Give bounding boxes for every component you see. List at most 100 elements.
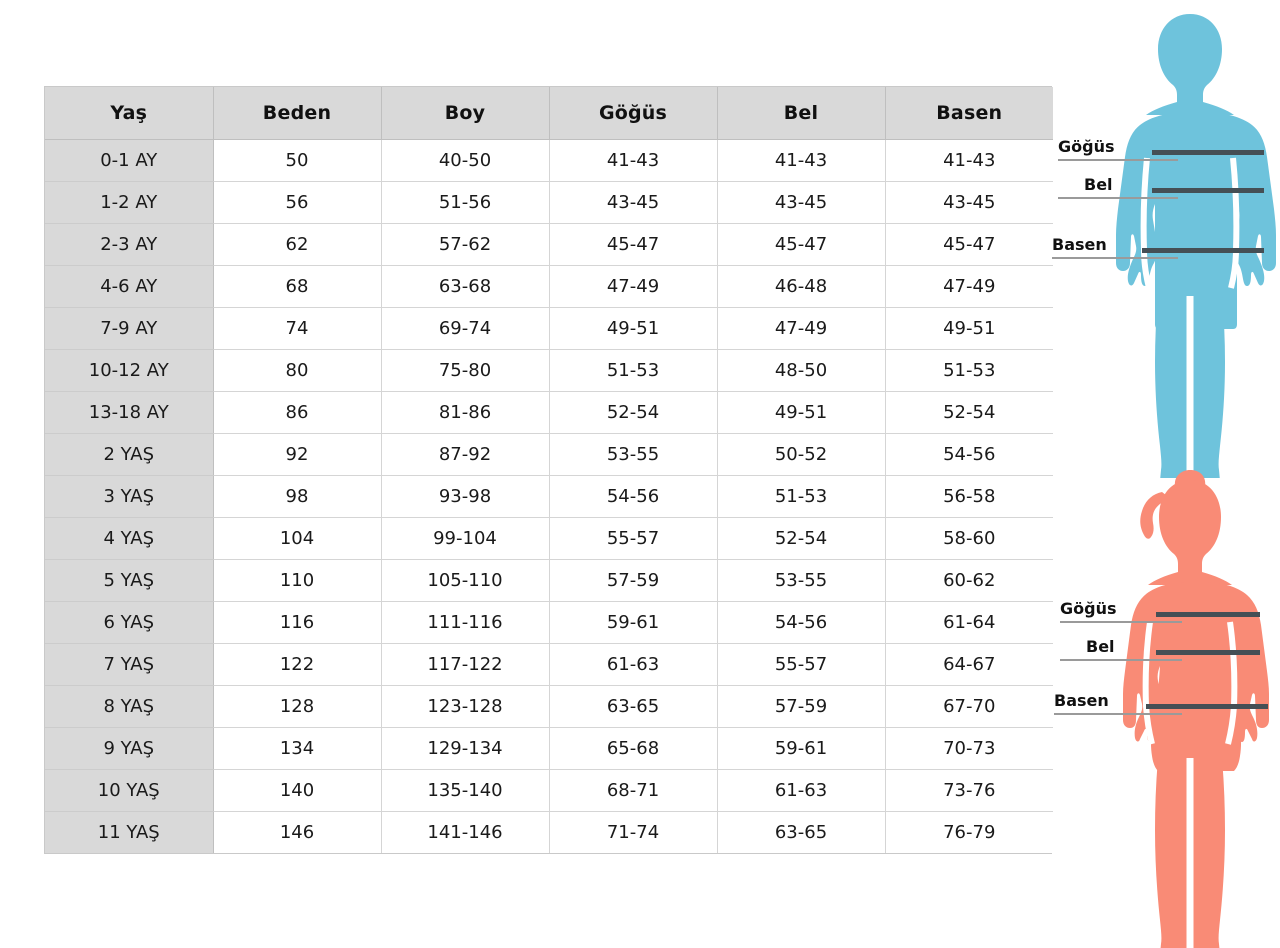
cell-age: 0-1 AY bbox=[45, 139, 214, 182]
cell-size: 92 bbox=[213, 433, 382, 476]
cell-chest: 49-51 bbox=[549, 307, 718, 350]
cell-waist: 41-43 bbox=[717, 139, 886, 182]
cell-size: 104 bbox=[213, 517, 382, 560]
cell-hip: 51-53 bbox=[885, 349, 1053, 392]
cell-height: 129-134 bbox=[381, 727, 550, 770]
cell-hip: 70-73 bbox=[885, 727, 1053, 770]
cell-age: 9 YAŞ bbox=[45, 727, 214, 770]
cell-waist: 61-63 bbox=[717, 769, 886, 812]
table-body: 0-1 AY 50 40-50 41-43 41-43 41-43 1-2 AY 56 51-5… bbox=[45, 139, 1053, 853]
cell-age: 8 YAŞ bbox=[45, 685, 214, 728]
table-row: 3 YAŞ 98 93-98 54-56 51-53 56-58 bbox=[45, 475, 1053, 518]
cell-waist: 57-59 bbox=[717, 685, 886, 728]
size-chart-table: Yaş Beden Boy Göğüs Bel Basen 0-1 AY 50 40… bbox=[45, 87, 1053, 853]
cell-waist: 55-57 bbox=[717, 643, 886, 686]
cell-chest: 52-54 bbox=[549, 391, 718, 434]
waist-leader-line bbox=[1058, 197, 1178, 199]
cell-chest: 51-53 bbox=[549, 349, 718, 392]
cell-age: 11 YAŞ bbox=[45, 811, 214, 853]
cell-age: 5 YAŞ bbox=[45, 559, 214, 602]
cell-height: 69-74 bbox=[381, 307, 550, 350]
cell-hip: 73-76 bbox=[885, 769, 1053, 812]
column-header-hip: Basen bbox=[885, 87, 1053, 140]
hip-leader-line bbox=[1052, 257, 1178, 259]
cell-waist: 53-55 bbox=[717, 559, 886, 602]
cell-age: 3 YAŞ bbox=[45, 475, 214, 518]
cell-height: 93-98 bbox=[381, 475, 550, 518]
table-header-row: Yaş Beden Boy Göğüs Bel Basen bbox=[45, 87, 1053, 140]
cell-hip: 58-60 bbox=[885, 517, 1053, 560]
cell-chest: 54-56 bbox=[549, 475, 718, 518]
cell-hip: 76-79 bbox=[885, 811, 1053, 853]
waist-label: Bel bbox=[1086, 637, 1115, 656]
cell-chest: 61-63 bbox=[549, 643, 718, 686]
cell-height: 40-50 bbox=[381, 139, 550, 182]
cell-size: 110 bbox=[213, 559, 382, 602]
cell-waist: 45-47 bbox=[717, 223, 886, 266]
cell-size: 116 bbox=[213, 601, 382, 644]
table-row: 8 YAŞ 128 123-128 63-65 57-59 67-70 bbox=[45, 685, 1053, 728]
cell-waist: 54-56 bbox=[717, 601, 886, 644]
cell-waist: 43-45 bbox=[717, 181, 886, 224]
table-row: 2 YAŞ 92 87-92 53-55 50-52 54-56 bbox=[45, 433, 1053, 476]
table-row: 13-18 AY 86 81-86 52-54 49-51 52-54 bbox=[45, 391, 1053, 434]
table-row: 10 YAŞ 140 135-140 68-71 61-63 73-76 bbox=[45, 769, 1053, 812]
cell-chest: 57-59 bbox=[549, 559, 718, 602]
table-row: 0-1 AY 50 40-50 41-43 41-43 41-43 bbox=[45, 139, 1053, 182]
cell-hip: 43-45 bbox=[885, 181, 1053, 224]
cell-size: 50 bbox=[213, 139, 382, 182]
cell-waist: 52-54 bbox=[717, 517, 886, 560]
cell-age: 4-6 AY bbox=[45, 265, 214, 308]
cell-height: 81-86 bbox=[381, 391, 550, 434]
cell-height: 123-128 bbox=[381, 685, 550, 728]
table-row: 7-9 AY 74 69-74 49-51 47-49 49-51 bbox=[45, 307, 1053, 350]
column-header-age: Yaş bbox=[45, 87, 214, 140]
cell-chest: 45-47 bbox=[549, 223, 718, 266]
table-row: 5 YAŞ 110 105-110 57-59 53-55 60-62 bbox=[45, 559, 1053, 602]
cell-size: 62 bbox=[213, 223, 382, 266]
cell-height: 57-62 bbox=[381, 223, 550, 266]
column-header-height: Boy bbox=[381, 87, 550, 140]
cell-height: 75-80 bbox=[381, 349, 550, 392]
cell-hip: 45-47 bbox=[885, 223, 1053, 266]
column-header-size: Beden bbox=[213, 87, 382, 140]
table-row: 4 YAŞ 104 99-104 55-57 52-54 58-60 bbox=[45, 517, 1053, 560]
chest-label: Göğüs bbox=[1058, 137, 1115, 156]
hip-leader-line bbox=[1054, 713, 1182, 715]
cell-age: 10 YAŞ bbox=[45, 769, 214, 812]
female-figure-group: Göğüs Bel Basen bbox=[1034, 462, 1280, 948]
cell-size: 122 bbox=[213, 643, 382, 686]
cell-chest: 47-49 bbox=[549, 265, 718, 308]
cell-size: 86 bbox=[213, 391, 382, 434]
waist-label: Bel bbox=[1084, 175, 1113, 194]
cell-size: 80 bbox=[213, 349, 382, 392]
cell-chest: 63-65 bbox=[549, 685, 718, 728]
cell-hip: 61-64 bbox=[885, 601, 1053, 644]
cell-chest: 68-71 bbox=[549, 769, 718, 812]
cell-size: 98 bbox=[213, 475, 382, 518]
hip-label: Basen bbox=[1052, 235, 1107, 254]
cell-size: 146 bbox=[213, 811, 382, 853]
cell-chest: 59-61 bbox=[549, 601, 718, 644]
chest-leader-line bbox=[1060, 621, 1182, 623]
cell-hip: 49-51 bbox=[885, 307, 1053, 350]
column-header-waist: Bel bbox=[717, 87, 886, 140]
cell-size: 74 bbox=[213, 307, 382, 350]
size-chart-table-container: Yaş Beden Boy Göğüs Bel Basen 0-1 AY 50 40… bbox=[44, 86, 1053, 854]
cell-chest: 65-68 bbox=[549, 727, 718, 770]
male-figure-group: Göğüs Bel Basen bbox=[1034, 8, 1280, 478]
chest-label: Göğüs bbox=[1060, 599, 1117, 618]
cell-hip: 41-43 bbox=[885, 139, 1053, 182]
cell-chest: 41-43 bbox=[549, 139, 718, 182]
cell-waist: 49-51 bbox=[717, 391, 886, 434]
hip-label: Basen bbox=[1054, 691, 1109, 710]
cell-height: 111-116 bbox=[381, 601, 550, 644]
cell-age: 10-12 AY bbox=[45, 349, 214, 392]
cell-hip: 47-49 bbox=[885, 265, 1053, 308]
column-header-chest: Göğüs bbox=[549, 87, 718, 140]
cell-waist: 48-50 bbox=[717, 349, 886, 392]
cell-hip: 67-70 bbox=[885, 685, 1053, 728]
cell-age: 4 YAŞ bbox=[45, 517, 214, 560]
table-row: 7 YAŞ 122 117-122 61-63 55-57 64-67 bbox=[45, 643, 1053, 686]
cell-height: 105-110 bbox=[381, 559, 550, 602]
